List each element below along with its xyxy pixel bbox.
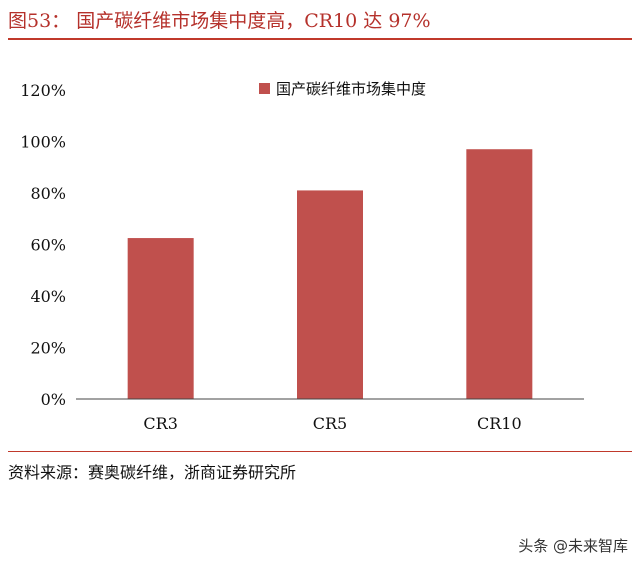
- y-tick-label: 0%: [41, 390, 66, 409]
- y-tick-label: 100%: [20, 133, 66, 152]
- source-note: 资料来源：赛奥碳纤维，浙商证券研究所: [8, 463, 297, 482]
- legend-label: 国产碳纤维市场集中度: [276, 80, 426, 98]
- legend: 国产碳纤维市场集中度: [259, 80, 426, 98]
- y-tick-label: 20%: [30, 339, 66, 358]
- y-tick-label: 60%: [30, 236, 66, 255]
- x-tick-label: CR5: [313, 414, 347, 433]
- bars: [127, 149, 533, 399]
- bar-chart: 0% 20% 40% 60% 80% 100% 120% CR3 CR5 CR10 国产碳纤维市…: [20, 80, 584, 433]
- figure-title: 图53： 国产碳纤维市场集中度高，CR10 达 97%: [8, 10, 431, 32]
- bar-cr5: [297, 190, 363, 399]
- y-axis-ticks: 0% 20% 40% 60% 80% 100% 120%: [20, 81, 66, 409]
- source-divider: [8, 451, 632, 452]
- y-tick-label: 120%: [20, 81, 66, 100]
- title-divider: [8, 38, 632, 40]
- y-tick-label: 80%: [30, 184, 66, 203]
- x-tick-label: CR3: [143, 414, 177, 433]
- watermark: 头条 @未来智库: [518, 537, 628, 555]
- x-axis-ticks: CR3 CR5 CR10: [143, 414, 521, 433]
- bar-cr10: [466, 149, 533, 399]
- legend-swatch: [259, 83, 270, 94]
- y-tick-label: 40%: [30, 287, 66, 306]
- bar-cr3: [127, 238, 194, 399]
- x-tick-label: CR10: [477, 414, 522, 433]
